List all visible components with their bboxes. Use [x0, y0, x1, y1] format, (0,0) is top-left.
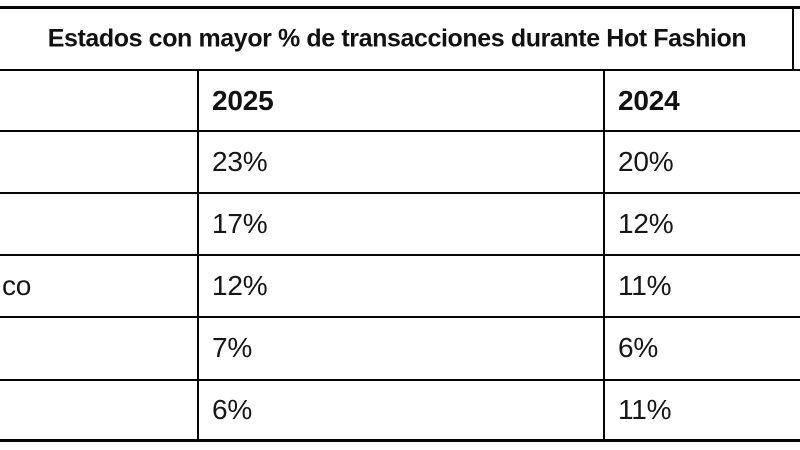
- row-divider: [0, 379, 800, 381]
- row-divider: [0, 254, 800, 256]
- row4-cell-2024: 6%: [618, 332, 659, 363]
- row3-cell-2024: 11%: [618, 270, 672, 301]
- row3-state-label: co: [2, 270, 32, 301]
- table-title: Estados con mayor % de transacciones dur…: [47, 24, 747, 53]
- row-divider: [0, 192, 800, 194]
- row2-cell-2025: 17%: [212, 208, 268, 239]
- column-header-2025: 2025: [212, 85, 274, 116]
- column-divider-1: [197, 69, 199, 442]
- row2-cell-2024: 12%: [618, 208, 674, 239]
- row5-cell-2024: 11%: [618, 394, 672, 425]
- title-bottom-border: [0, 69, 800, 71]
- header-row-divider: [0, 130, 800, 132]
- row4-cell-2025: 7%: [212, 332, 253, 363]
- row3-cell-2025: 12%: [212, 270, 268, 301]
- row1-cell-2025: 23%: [212, 146, 268, 177]
- table-bottom-border: [0, 439, 800, 442]
- row1-cell-2024: 20%: [618, 146, 674, 177]
- row5-cell-2025: 6%: [212, 394, 253, 425]
- table-top-border: [0, 6, 800, 9]
- row-divider: [0, 316, 800, 318]
- column-divider-2: [603, 69, 605, 442]
- title-right-border: [792, 6, 794, 71]
- column-header-2024: 2024: [618, 85, 680, 116]
